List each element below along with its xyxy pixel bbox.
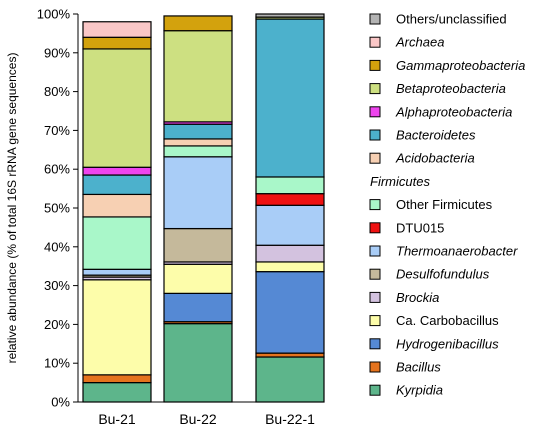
legend-swatch: [369, 315, 381, 327]
bar-segment-bacillus-bu-21: [82, 374, 152, 384]
legend-swatch: [369, 129, 381, 141]
y-tick-label: 0%: [51, 395, 70, 410]
y-axis-label: relative abundance (% of total 16S rRNA …: [5, 53, 19, 364]
bar-segment-other-firmicutes-bu-21: [82, 216, 152, 270]
y-tick-label: 10%: [44, 356, 70, 371]
bar-segment-kyrpidia-bu-22-1: [255, 356, 325, 403]
bar-segment-ca-carbobacillus-bu-22-1: [255, 261, 325, 273]
y-tick-label: 50%: [44, 201, 70, 216]
bar-segment-acidobacteria-bu-22: [163, 138, 233, 147]
legend-label: Acidobacteria: [395, 151, 475, 166]
legend-label: Other Firmicutes: [396, 197, 493, 212]
bar-segment-alphaproteobacteria-bu-21: [82, 166, 152, 176]
legend-label: Kyrpidia: [396, 383, 443, 398]
legend-label: Desulfofundulus: [396, 267, 490, 282]
bar-segment-others-unclassified-bu-22-1: [255, 13, 325, 18]
bar-segment-gammaproteobacteria-bu-21: [82, 36, 152, 50]
bar-segment-kyrpidia-bu-21: [82, 382, 152, 403]
bar-segment-kyrpidia-bu-22: [163, 323, 233, 403]
legend-label: Archaea: [395, 35, 444, 50]
bar-segment-bacteroidetes-bu-22: [163, 123, 233, 140]
bar-segment-bacteroidetes-bu-22-1: [255, 18, 325, 178]
chart-axes: 0% 10% 20% 30% 40% 50% 60% 70% 80% 90% 100% Bu-21 Bu…: [37, 7, 318, 427]
bar-segment-hydrogenibacillus-bu-22: [163, 292, 233, 323]
bar-segment-other-firmicutes-bu-22: [163, 145, 233, 158]
bar-segment-gammaproteobacteria-bu-22: [163, 15, 233, 32]
legend-swatch: [369, 222, 381, 234]
legend-label: Others/unclassified: [396, 12, 507, 27]
bar-segment-thermoanaerobacter-bu-22: [163, 156, 233, 230]
legend-swatch: [369, 338, 381, 350]
legend-label: Hydrogenibacillus: [396, 336, 499, 351]
bar-segment-thermoanaerobacter-bu-21: [82, 268, 152, 276]
y-tick-label: 60%: [44, 162, 70, 177]
bar-segment-ca-carbobacillus-bu-21: [82, 279, 152, 376]
chart-bars: [82, 13, 325, 403]
legend-swatch: [369, 245, 381, 257]
bar-segment-acidobacteria-bu-21: [82, 193, 152, 218]
legend-label: Thermoanaerobacter: [396, 244, 518, 259]
legend-swatch: [369, 152, 381, 164]
bar-segment-ca-carbobacillus-bu-22: [163, 263, 233, 294]
legend-label: Bacillus: [396, 360, 441, 375]
y-tick-label: 20%: [44, 317, 70, 332]
y-tick-label: 80%: [44, 84, 70, 99]
bar-segment-betaproteobacteria-bu-22: [163, 30, 233, 123]
legend-label: Brockia: [396, 290, 439, 305]
x-category-label: Bu-22-1: [265, 411, 315, 427]
legend-swatch: [369, 36, 381, 48]
legend-swatch: [369, 59, 381, 71]
y-tick-label: 70%: [44, 123, 70, 138]
legend-group-header: Firmicutes: [370, 174, 430, 189]
bar-segment-hydrogenibacillus-bu-22-1: [255, 271, 325, 354]
bar-segment-brockia-bu-22-1: [255, 244, 325, 263]
bar-segment-thermoanaerobacter-bu-22-1: [255, 204, 325, 246]
bar-segment-desulfofundulus-bu-22: [163, 227, 233, 263]
legend-swatch: [369, 106, 381, 118]
legend-swatch: [369, 361, 381, 373]
y-tick-label: 30%: [44, 278, 70, 293]
y-tick-label: 90%: [44, 45, 70, 60]
chart-legend: Others/unclassified Archaea Gammaproteobac…: [369, 12, 525, 398]
legend-swatch: [369, 268, 381, 280]
bar-segment-bacteroidetes-bu-21: [82, 174, 152, 196]
legend-swatch: [369, 291, 381, 303]
legend-swatch: [369, 384, 381, 396]
legend-swatch: [369, 83, 381, 95]
y-tick-label: 40%: [44, 239, 70, 254]
legend-label: DTU015: [396, 220, 444, 235]
legend-label: Betaproteobacteria: [396, 81, 506, 96]
bar-segment-dtu015-bu-22-1: [255, 193, 325, 206]
legend-label: Ca. Carbobacillus: [396, 313, 499, 328]
bar-segment-betaproteobacteria-bu-21: [82, 48, 152, 168]
legend-label: Bacteroidetes: [396, 128, 476, 143]
x-category-label: Bu-22: [179, 411, 217, 427]
legend-swatch: [369, 199, 381, 211]
x-category-label: Bu-21: [98, 411, 136, 427]
bar-segment-other-firmicutes-bu-22-1: [255, 176, 325, 195]
legend-label: Gammaproteobacteria: [396, 58, 525, 73]
legend-label: Alphaproteobacteria: [395, 104, 512, 119]
legend-swatch: [369, 13, 381, 25]
bar-segment-archaea-bu-21: [82, 21, 152, 38]
y-tick-label: 100%: [37, 7, 71, 22]
